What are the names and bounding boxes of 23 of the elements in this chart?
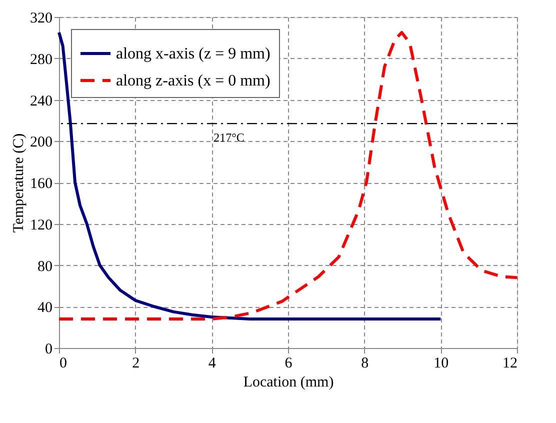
legend-label: along x-axis (z = 9 mm) [116, 46, 270, 62]
y-tick-label: 0 [45, 342, 52, 358]
line-series [58, 31, 518, 321]
ref-line-label: 217°C [214, 130, 244, 145]
y-tick-label: 160 [30, 176, 52, 192]
y-tick-label: 240 [30, 93, 52, 110]
y-tick-label: 200 [30, 134, 52, 151]
y-tick-label: 280 [30, 52, 52, 68]
y-axis-title: Temperature (C) [11, 133, 27, 233]
x-tick-label: 10 [434, 356, 449, 372]
x-tick-label: 6 [284, 356, 293, 372]
x-tick-label: 12 [502, 356, 518, 372]
x-tick-label: 8 [361, 356, 369, 372]
y-tick-label: 320 [30, 10, 52, 26]
y-tick-label: 120 [30, 217, 52, 234]
x-tick-label: 2 [132, 356, 140, 372]
x-axis-title: Location (mm) [243, 374, 334, 390]
x-tick-label: 4 [208, 356, 216, 372]
line-series [58, 31, 442, 321]
y-tick-label: 80 [38, 258, 52, 275]
legend-label: along z-axis (x = 0 mm) [116, 72, 270, 90]
y-tick-label: 40 [38, 300, 52, 316]
x-tick-label: 0 [60, 356, 67, 372]
